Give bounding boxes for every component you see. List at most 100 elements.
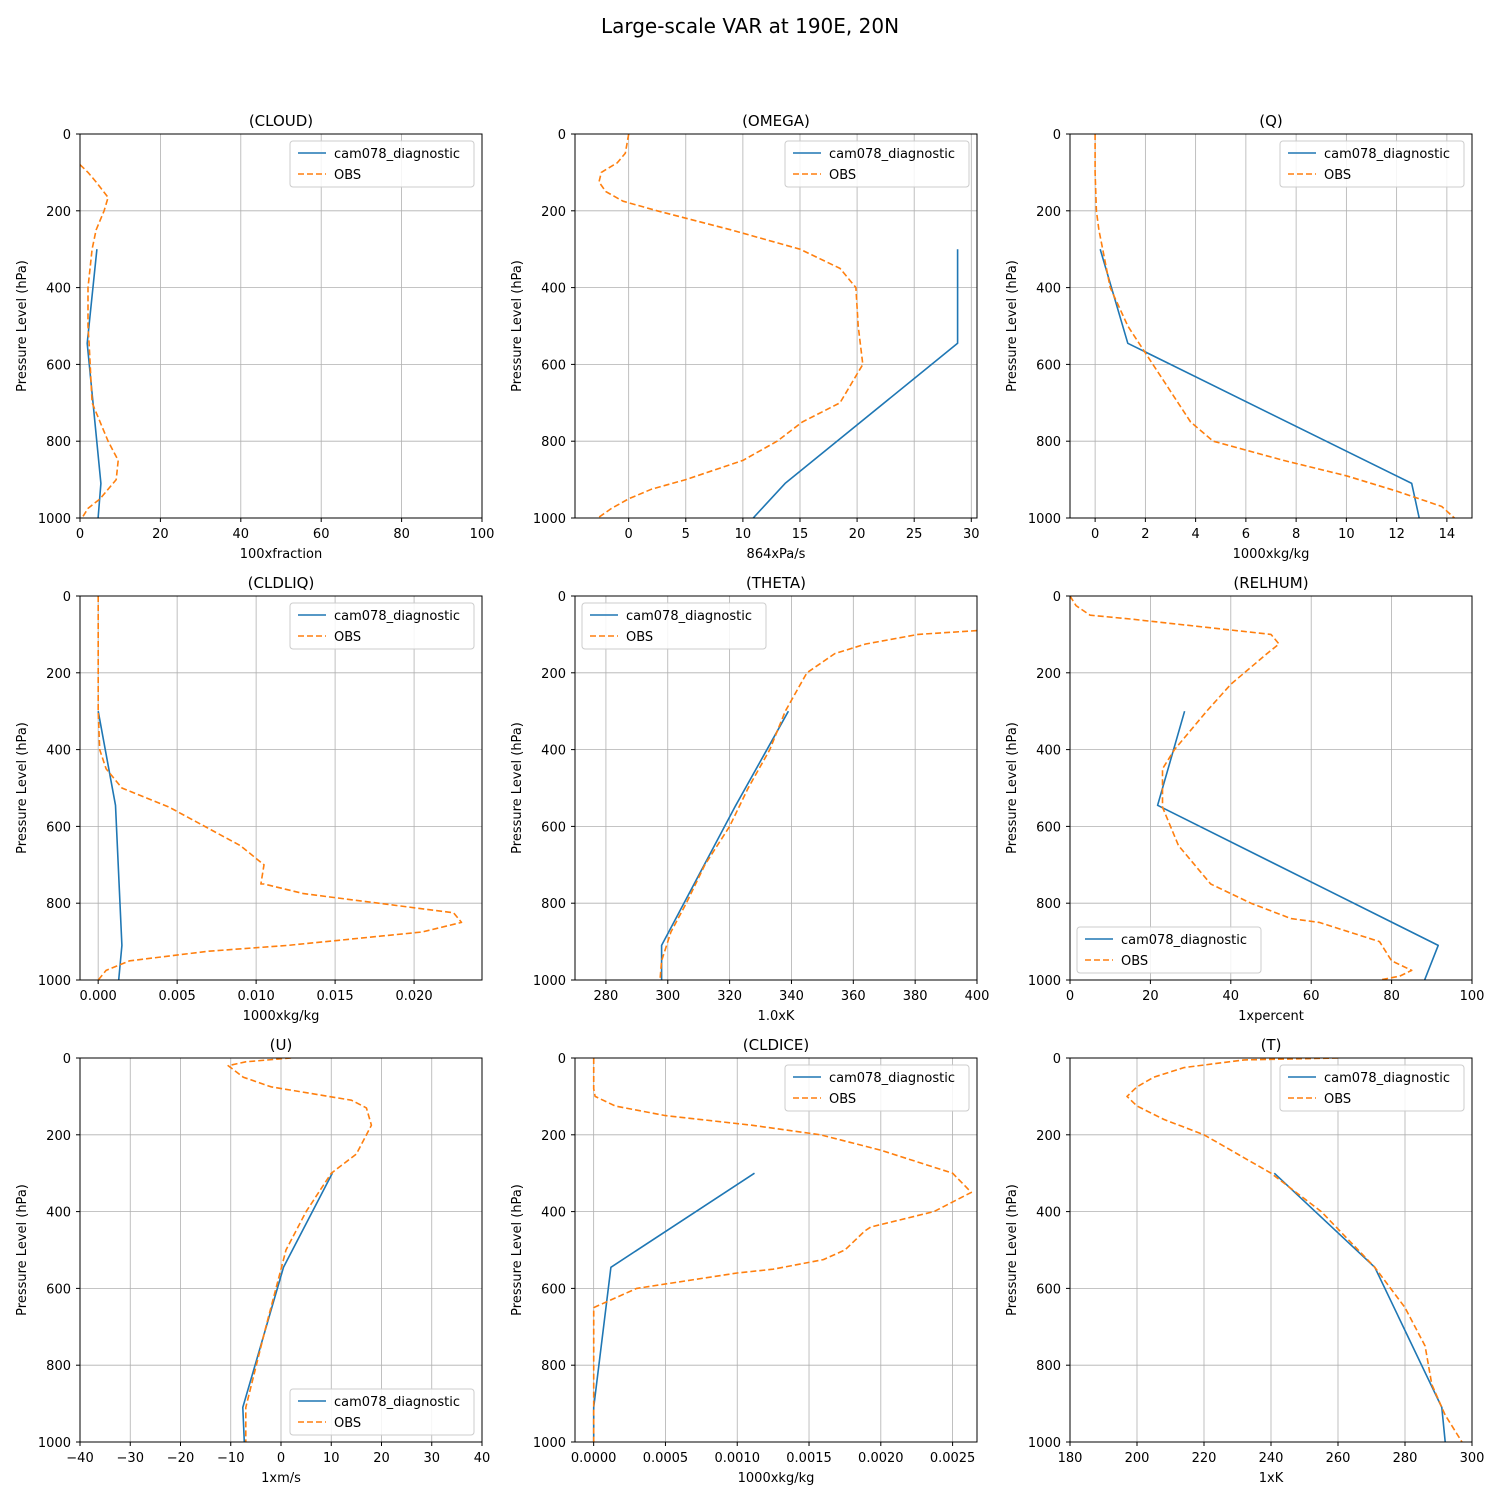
y-axis-label: Pressure Level (hPa) xyxy=(510,1184,525,1316)
subplot-7: −40 −30 −20 −10 0 10 20 30 4002004006008001000(U… xyxy=(15,1036,490,1486)
y-tick-label: 800 xyxy=(1036,435,1061,450)
x-axis-label: 1000xkg/kg xyxy=(738,1471,815,1486)
y-tick-label: 600 xyxy=(541,820,566,835)
legend: cam078_diagnostic OBS xyxy=(784,1064,970,1112)
axes-frame xyxy=(1069,595,1473,981)
legend-label: cam078_diagnostic xyxy=(1121,933,1247,948)
x-tick-label: 400 xyxy=(965,989,990,1004)
x-tick-label: 320 xyxy=(717,989,742,1004)
y-tick-label: 800 xyxy=(541,435,566,450)
y-tick-label: 600 xyxy=(541,1282,566,1297)
y-tick-label: 1000 xyxy=(533,1436,566,1451)
x-axis-label: 1xm/s xyxy=(261,1471,301,1486)
x-tick-label: 0 xyxy=(1091,527,1099,542)
x-axis-label: 1xpercent xyxy=(1238,1009,1304,1024)
x-tick-label: 2 xyxy=(1141,527,1149,542)
legend: cam078_diagnostic OBS xyxy=(289,602,475,650)
x-tick-label: 6 xyxy=(1242,527,1250,542)
x-tick-label: 40 xyxy=(474,1451,491,1466)
y-tick-label: 200 xyxy=(541,205,566,220)
x-tick-label: 280 xyxy=(594,989,619,1004)
subplot-title: (Q) xyxy=(1259,112,1283,130)
legend-box xyxy=(1279,140,1465,188)
obs-line xyxy=(80,164,119,518)
x-tick-label: 0 xyxy=(76,527,84,542)
x-tick-label: 80 xyxy=(393,527,410,542)
subplot-6: 0 20 40 60 80 10002004006008001000(RELHUM)1xp… xyxy=(1005,574,1484,1024)
y-tick-label: 0 xyxy=(63,590,71,605)
legend-box xyxy=(289,140,475,188)
x-axis-label: 1.0xK xyxy=(758,1009,795,1024)
legend-box xyxy=(289,602,475,650)
subplot-2: 0 5 10 15 20 25 30 0 200 400 600 800 1000 (OMEGA) 864x… xyxy=(510,112,980,562)
x-tick-label: 10 xyxy=(323,1451,340,1466)
model-line xyxy=(86,249,102,518)
legend-box xyxy=(289,1388,475,1436)
x-tick-label: 0.0000 xyxy=(571,1451,617,1466)
x-tick-label: 10 xyxy=(735,527,752,542)
axes-frame xyxy=(574,595,978,981)
figure-title: Large-scale VAR at 190E, 20N xyxy=(600,14,900,38)
y-tick-label: 400 xyxy=(1036,744,1061,759)
y-tick-label: 200 xyxy=(1036,205,1061,220)
x-tick-label: 20 xyxy=(373,1451,390,1466)
legend-label: OBS xyxy=(626,630,653,645)
y-tick-label: 0 xyxy=(63,1052,71,1067)
legend-label: OBS xyxy=(334,168,361,183)
x-tick-label: 20 xyxy=(152,527,169,542)
y-tick-label: 400 xyxy=(46,744,71,759)
subplot-title: (OMEGA) xyxy=(742,112,810,130)
y-tick-label: 600 xyxy=(46,820,71,835)
y-tick-label: 200 xyxy=(541,667,566,682)
y-tick-label: 600 xyxy=(46,358,71,373)
legend-label: OBS xyxy=(1324,168,1351,183)
y-tick-label: 1000 xyxy=(1028,974,1061,989)
y-axis-label: Pressure Level (hPa) xyxy=(1005,722,1020,854)
y-tick-label: 0 xyxy=(1053,128,1061,143)
x-tick-label: −30 xyxy=(117,1451,144,1466)
subplot-5: 280 300 320 340 360 380 400 0 200 400 600 800 1000 (T… xyxy=(510,574,989,1024)
legend-label: cam078_diagnostic xyxy=(1324,1071,1450,1086)
model-line xyxy=(97,711,123,980)
subplot-3: 0 2 4 6 8 10 12 14 0 200 400 600 800 1000 (Q) 1000xkg/k… xyxy=(1005,112,1473,562)
x-tick-label: 25 xyxy=(906,527,923,542)
y-tick-label: 200 xyxy=(541,1129,566,1144)
x-tick-label: 0 xyxy=(1066,989,1074,1004)
x-axis-label: 1xK xyxy=(1259,1471,1284,1486)
y-tick-label: 400 xyxy=(541,744,566,759)
model-line xyxy=(1273,1172,1446,1442)
legend-label: cam078_diagnostic xyxy=(334,1395,460,1410)
obs-line xyxy=(1070,596,1413,980)
obs-line xyxy=(659,629,977,980)
x-tick-label: 0.0020 xyxy=(858,1451,904,1466)
y-tick-label: 0 xyxy=(1053,590,1061,605)
x-tick-label: 380 xyxy=(903,989,928,1004)
legend: cam078_diagnostic OBS xyxy=(1279,1064,1465,1112)
x-tick-label: 0.020 xyxy=(395,989,432,1004)
subplot-1: 0 20 40 60 80 10002004006008001000(CLOUD)100x… xyxy=(15,112,494,562)
legend-label: OBS xyxy=(334,1416,361,1431)
y-tick-label: 0 xyxy=(558,590,566,605)
x-tick-label: 12 xyxy=(1388,527,1405,542)
y-tick-label: 400 xyxy=(541,282,566,297)
x-tick-label: 30 xyxy=(423,1451,440,1466)
x-tick-label: −40 xyxy=(66,1451,93,1466)
subplot-4: 0.000 0.005 0.010 0.015 0.020 0 200 400 600 800 10… xyxy=(15,574,483,1024)
x-tick-label: 280 xyxy=(1393,1451,1418,1466)
legend-label: OBS xyxy=(334,630,361,645)
legend-box xyxy=(784,1064,970,1112)
x-tick-label: 15 xyxy=(792,527,809,542)
legend-label: cam078_diagnostic xyxy=(1324,147,1450,162)
y-axis-label: Pressure Level (hPa) xyxy=(1005,1184,1020,1316)
x-tick-label: 240 xyxy=(1259,1451,1284,1466)
x-tick-label: 40 xyxy=(1223,989,1240,1004)
x-tick-label: 0.000 xyxy=(80,989,117,1004)
x-tick-label: 200 xyxy=(1125,1451,1150,1466)
subplot-title: (CLDICE) xyxy=(743,1036,809,1054)
model-line xyxy=(1099,248,1420,518)
obs-line xyxy=(97,596,463,980)
y-tick-label: 200 xyxy=(46,1129,71,1144)
legend-label: OBS xyxy=(1324,1092,1351,1107)
x-tick-label: 100 xyxy=(470,527,495,542)
x-tick-label: 40 xyxy=(233,527,250,542)
